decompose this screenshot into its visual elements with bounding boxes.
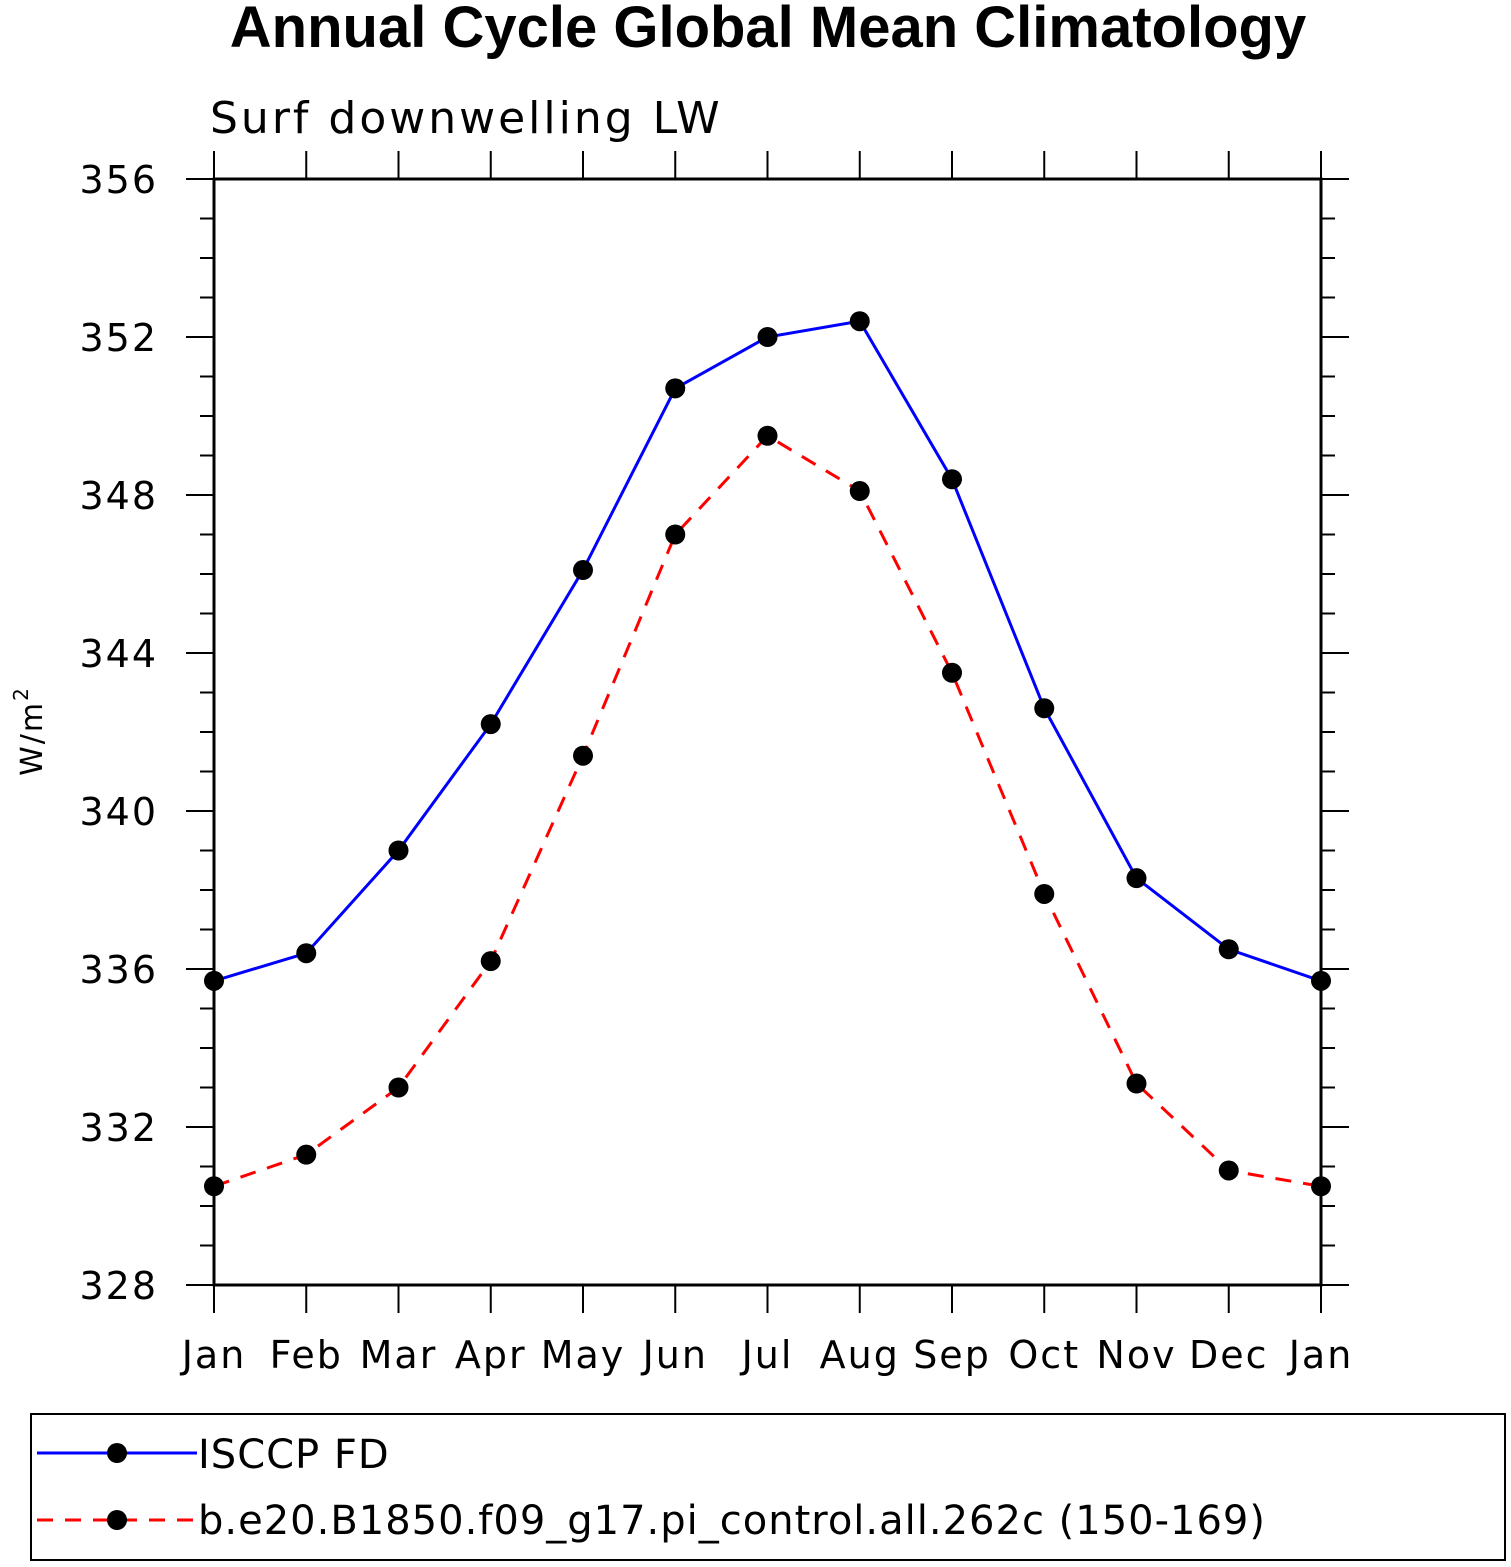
x-tick-label: Dec xyxy=(1189,1333,1269,1377)
data-point-series-1 xyxy=(849,481,870,502)
x-tick-label: Jan xyxy=(1287,1333,1354,1377)
y-tick-label: 336 xyxy=(79,948,158,992)
x-tick-labels: Jan Feb Mar Apr May Jun Jul Aug Sep Oct Nov Dec Jan xyxy=(180,1333,1354,1377)
data-point-series-0 xyxy=(1034,698,1055,719)
y-axis-label: W/m2 xyxy=(9,686,50,776)
legend-label-model: b.e20.B1850.f09_g17.pi_control.all.262c … xyxy=(198,1498,1266,1544)
x-tick-label: Nov xyxy=(1096,1333,1176,1377)
data-point-series-1 xyxy=(204,1176,224,1197)
chart-subtitle: Surf downwelling LW xyxy=(210,93,723,144)
data-point-series-1 xyxy=(757,425,778,446)
x-tick-label: Sep xyxy=(913,1333,991,1377)
x-tick-label: Mar xyxy=(360,1333,438,1377)
y-tick-labels: 356 352 348 344 340 336 332 328 xyxy=(79,158,158,1308)
data-point-series-1 xyxy=(573,745,593,766)
data-point-series-1 xyxy=(480,951,501,972)
x-tick-label: Aug xyxy=(820,1333,900,1377)
data-point-series-0 xyxy=(573,560,593,581)
legend-label-isccp: ISCCP FD xyxy=(198,1432,390,1478)
legend-marker-model xyxy=(107,1510,127,1530)
x-tick-label: Jun xyxy=(641,1333,708,1377)
x-tick-label: Apr xyxy=(455,1333,527,1377)
data-point-series-0 xyxy=(942,469,962,490)
data-point-series-1 xyxy=(1218,1160,1239,1181)
y-axis-label-superscript: 2 xyxy=(9,686,33,701)
series-markers xyxy=(204,311,1331,1197)
data-point-series-1 xyxy=(942,662,962,683)
y-axis-label-unit: W/m xyxy=(15,701,50,776)
data-point-series-1 xyxy=(665,524,686,545)
y-tick-label: 344 xyxy=(79,632,158,676)
series-line-1 xyxy=(213,433,1322,1188)
data-point-series-1 xyxy=(388,1077,409,1098)
x-tick-label: Jan xyxy=(180,1333,247,1377)
data-point-series-0 xyxy=(296,943,317,964)
series-lines xyxy=(213,319,1322,1188)
legend-item-isccp: ISCCP FD xyxy=(37,1432,390,1478)
y-tick-label: 332 xyxy=(79,1106,158,1150)
data-point-series-0 xyxy=(665,378,686,399)
data-point-series-0 xyxy=(1311,970,1331,991)
x-tick-label: May xyxy=(541,1333,626,1377)
x-tick-label: Jul xyxy=(740,1333,794,1377)
x-tick-label: Feb xyxy=(270,1333,343,1377)
data-point-series-1 xyxy=(1126,1073,1147,1094)
data-point-series-0 xyxy=(1218,939,1239,960)
y-tick-label: 340 xyxy=(79,790,158,834)
y-tick-label: 356 xyxy=(79,158,158,202)
axes-ticks xyxy=(186,151,1349,1313)
data-point-series-0 xyxy=(388,840,409,861)
data-point-series-0 xyxy=(849,311,870,332)
data-point-series-0 xyxy=(204,970,224,991)
chart-title: Annual Cycle Global Mean Climatology xyxy=(230,0,1306,60)
plot-frame xyxy=(212,177,1323,1287)
legend-item-model: b.e20.B1850.f09_g17.pi_control.all.262c … xyxy=(37,1498,1266,1544)
y-tick-label: 328 xyxy=(79,1264,158,1308)
data-point-series-0 xyxy=(480,714,501,735)
data-point-series-1 xyxy=(296,1144,317,1165)
data-point-series-1 xyxy=(1311,1176,1331,1197)
y-tick-label: 348 xyxy=(79,474,158,518)
y-tick-label: 352 xyxy=(79,316,158,360)
legend-box xyxy=(30,1413,1506,1561)
data-point-series-1 xyxy=(1034,883,1055,904)
series-line-0 xyxy=(213,319,1322,983)
x-tick-label: Oct xyxy=(1008,1333,1080,1377)
data-point-series-0 xyxy=(757,327,778,347)
legend-marker-isccp xyxy=(107,1443,127,1463)
data-point-series-0 xyxy=(1126,868,1147,889)
